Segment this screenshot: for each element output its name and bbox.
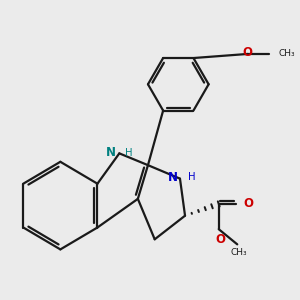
Text: CH₃: CH₃ — [231, 248, 247, 257]
Text: O: O — [215, 233, 225, 246]
Text: N: N — [168, 171, 178, 184]
Text: CH₃: CH₃ — [279, 50, 295, 58]
Text: H: H — [125, 148, 133, 158]
Text: H: H — [188, 172, 196, 182]
Text: N: N — [106, 146, 116, 159]
Text: O: O — [242, 46, 252, 59]
Text: O: O — [243, 197, 253, 210]
